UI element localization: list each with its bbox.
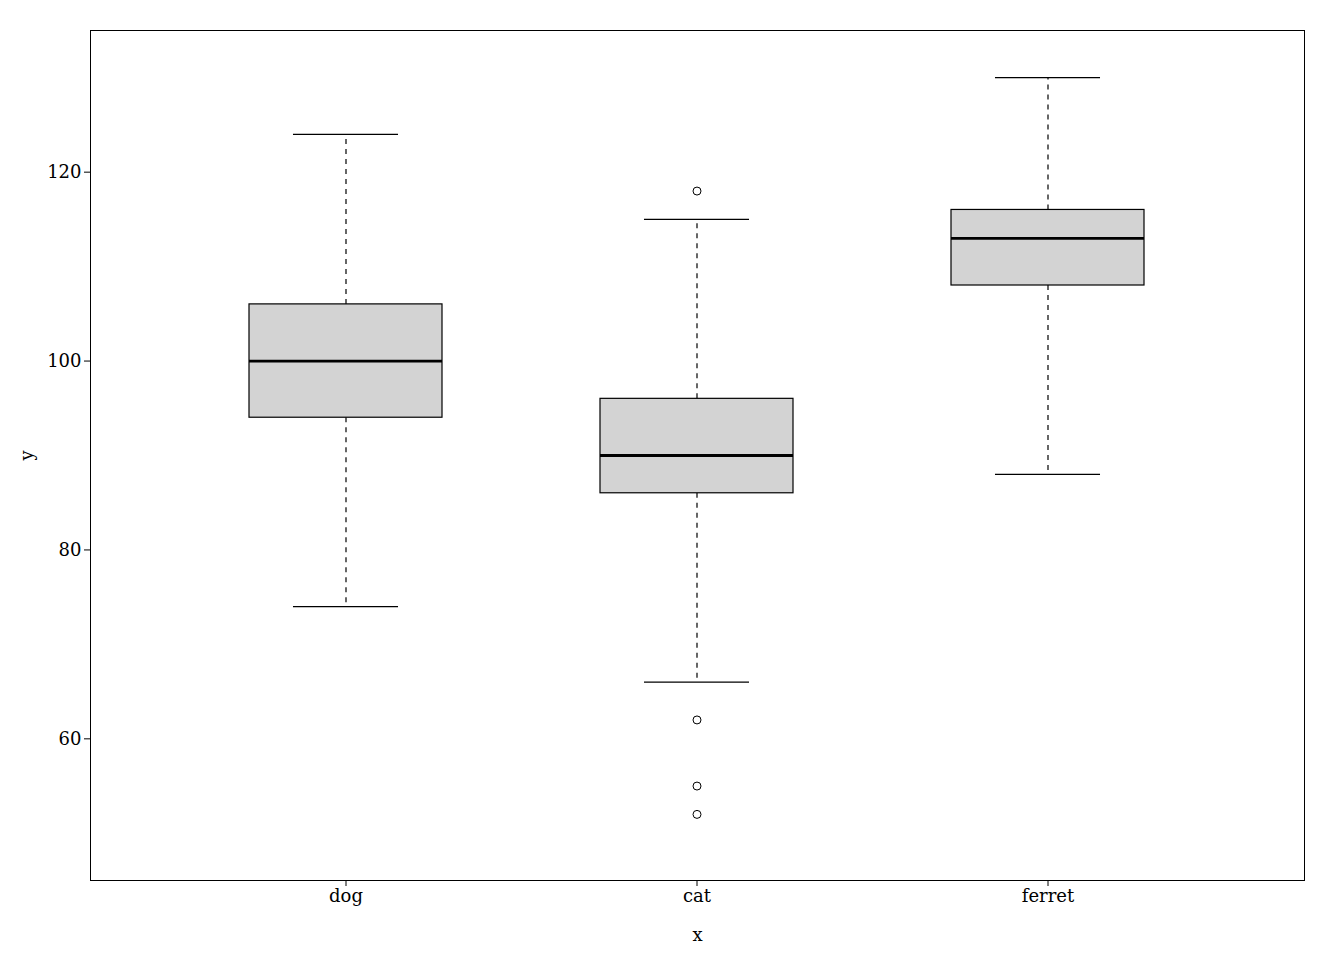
svg-text:x: x xyxy=(692,924,702,945)
svg-text:120: 120 xyxy=(47,161,81,182)
svg-text:dog: dog xyxy=(329,885,363,906)
svg-text:y: y xyxy=(16,450,37,462)
svg-text:cat: cat xyxy=(683,885,712,906)
svg-text:80: 80 xyxy=(59,539,82,560)
svg-text:ferret: ferret xyxy=(1022,885,1075,906)
svg-text:60: 60 xyxy=(59,728,82,749)
svg-text:100: 100 xyxy=(47,350,81,371)
